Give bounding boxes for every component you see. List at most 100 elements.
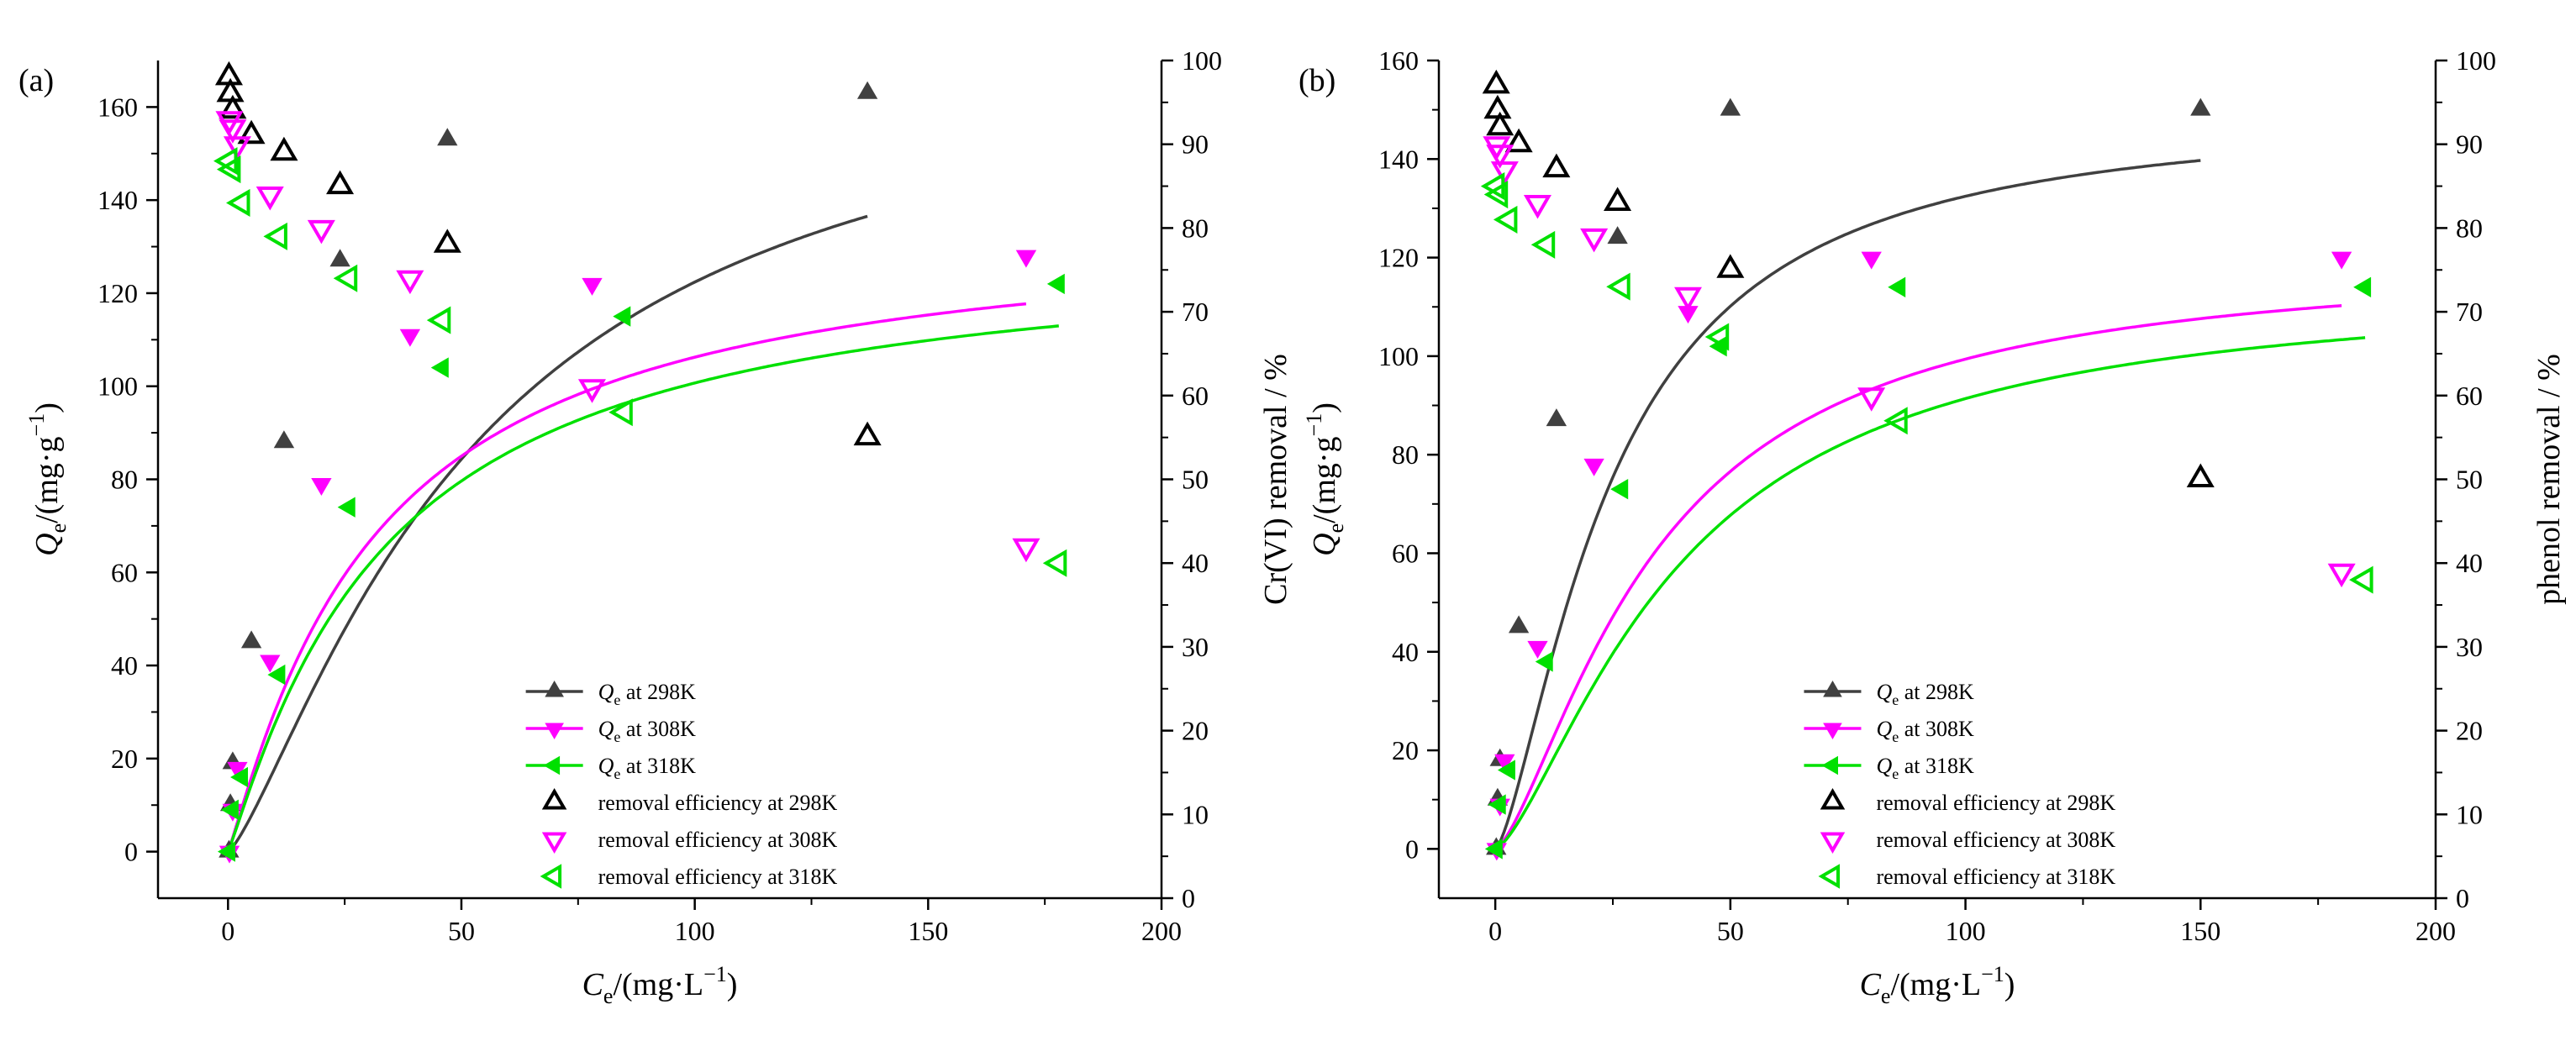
legend-label: Qe at 318K — [598, 754, 697, 782]
data-point — [1583, 458, 1604, 476]
data-point — [333, 264, 358, 292]
data-point — [1483, 181, 1509, 209]
y-left-tick-label: 100 — [97, 371, 138, 402]
y-left-tick-label: 0 — [1405, 833, 1419, 864]
data-point — [223, 136, 251, 160]
legend-marker — [540, 864, 562, 889]
y-right-tick-label: 100 — [1182, 45, 1222, 76]
y-left-axis-label: Qe/(mg·g−1) — [24, 402, 71, 556]
legend-label: Qe at 308K — [1876, 717, 1974, 745]
legend-entry-3: removal efficiency at 298K — [1820, 788, 2115, 815]
data-point — [260, 655, 281, 673]
data-point — [307, 219, 335, 244]
series-0 — [219, 81, 878, 858]
series-0 — [1486, 97, 2211, 855]
series-5 — [213, 147, 1067, 577]
legend-label: removal efficiency at 298K — [1876, 791, 2115, 815]
y-left-tick-label: 0 — [124, 837, 138, 867]
data-point — [1483, 94, 1512, 119]
data-point — [853, 421, 882, 446]
legend-entry-5: removal efficiency at 318K — [1818, 864, 2115, 889]
data-point — [1542, 153, 1571, 178]
y-left-tick-label: 80 — [111, 465, 138, 495]
panel-label: (b) — [1299, 63, 1335, 98]
x-tick-label: 0 — [1488, 916, 1502, 946]
y-left-tick-label: 20 — [1392, 735, 1419, 765]
data-point — [1484, 839, 1503, 860]
y-right-tick-label: 80 — [2456, 213, 2483, 243]
data-point — [220, 799, 239, 820]
panel-b: (b)0 50 100 150 2000204060801001201401600102… — [1299, 45, 2567, 1008]
data-point — [1042, 549, 1067, 577]
x-axis-label: Ce/(mg·L−1) — [1860, 962, 2015, 1008]
fit-curve-2 — [226, 324, 1059, 853]
data-point — [1610, 479, 1629, 500]
legend-label: removal efficiency at 318K — [1876, 865, 2115, 889]
series-3 — [214, 60, 882, 446]
data-point — [337, 497, 356, 518]
data-point — [1527, 640, 1548, 659]
legend-marker — [1823, 681, 1842, 697]
y-left-tick-label: 140 — [97, 185, 138, 215]
y-right-tick-label: 50 — [1182, 465, 1209, 495]
data-point — [1508, 615, 1530, 634]
fit-curve-1 — [226, 302, 1027, 853]
y-left-axis-label: Qe/(mg·g−1) — [1302, 402, 1348, 556]
legend-entry-0: Qe at 298K — [525, 680, 697, 708]
fit-curve-0 — [1493, 159, 2201, 850]
y-right-tick-label: 0 — [2456, 883, 2469, 913]
legend-entry-1: Qe at 308K — [1804, 717, 1974, 745]
data-point — [1490, 161, 1519, 186]
y-right-tick-label: 100 — [2456, 45, 2496, 76]
legend-label: Qe at 298K — [598, 680, 697, 708]
data-point — [437, 128, 458, 146]
legend-label: removal efficiency at 318K — [598, 865, 838, 889]
legend-entry-0: Qe at 298K — [1804, 680, 1974, 708]
legend-label: removal efficiency at 308K — [598, 828, 838, 852]
y-right-axis-label: phenol removal / % — [2531, 354, 2567, 605]
x-tick-label: 50 — [448, 916, 475, 946]
y-right-tick-label: 10 — [1182, 799, 1209, 829]
data-point — [326, 170, 355, 195]
y-right-tick-label: 90 — [1182, 129, 1209, 160]
data-point — [2327, 563, 2356, 588]
data-point — [219, 119, 247, 144]
data-point — [1580, 228, 1609, 253]
y-right-tick-label: 40 — [1182, 548, 1209, 578]
data-point — [613, 306, 631, 327]
legend-marker — [545, 681, 564, 697]
data-point — [218, 841, 235, 862]
data-point — [426, 306, 451, 334]
legend-entry-2: Qe at 318K — [525, 754, 697, 782]
data-point — [1493, 205, 1518, 234]
data-point — [329, 249, 350, 267]
y-left-tick-label: 120 — [1378, 243, 1419, 273]
data-point — [1504, 128, 1533, 153]
data-point — [1535, 651, 1553, 672]
y-right-tick-label: 80 — [1182, 213, 1209, 243]
data-point — [1486, 145, 1515, 169]
legend-entry-4: removal efficiency at 308K — [1820, 828, 2115, 854]
data-point — [1674, 287, 1702, 312]
y-left-tick-label: 120 — [97, 278, 138, 308]
data-point — [1704, 323, 1730, 351]
y-right-tick-label: 30 — [2456, 632, 2483, 662]
data-point — [1482, 69, 1510, 94]
series-2 — [218, 273, 1065, 862]
y-left-tick-label: 60 — [111, 557, 138, 587]
data-point — [399, 329, 421, 347]
legend-marker — [1820, 832, 1846, 854]
data-point — [311, 478, 332, 496]
y-right-tick-label: 60 — [2456, 381, 2483, 411]
y-right-tick-label: 0 — [1182, 883, 1195, 913]
y-right-tick-label: 20 — [2456, 716, 2483, 746]
y-right-tick-label: 90 — [2456, 129, 2483, 160]
legend-marker — [543, 755, 561, 775]
data-point — [608, 398, 633, 427]
x-tick-label: 100 — [1946, 916, 1986, 946]
data-point — [2186, 463, 2215, 487]
data-point — [240, 630, 262, 649]
y-left-tick-label: 40 — [111, 650, 138, 681]
data-point — [1604, 187, 1632, 211]
